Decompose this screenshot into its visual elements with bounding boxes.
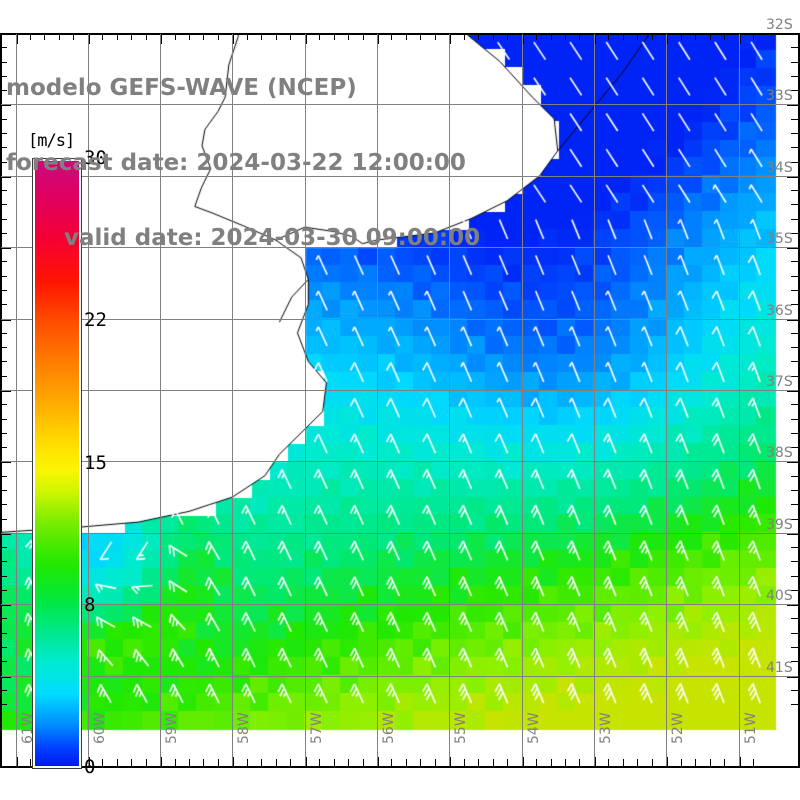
gridline-lat: [1, 247, 798, 248]
forecast-date-label: forecast date: 2024-03-22 12:00:00: [6, 150, 466, 176]
gridline-lat: [1, 319, 798, 320]
lat-label-34S: 34S: [766, 160, 793, 176]
colorbar-label-22: 22: [84, 309, 107, 332]
lat-label-41S: 41S: [766, 660, 793, 676]
gridline-lat: [1, 604, 798, 605]
colorbar-label-15: 15: [84, 451, 107, 474]
lat-label-38S: 38S: [766, 445, 793, 461]
lon-label-53W: 53W: [598, 712, 614, 744]
model-title: modelo GEFS-WAVE (NCEP): [6, 75, 357, 101]
axis-frame-right: [798, 33, 800, 768]
lon-label-54W: 54W: [526, 712, 542, 744]
lon-label-52W: 52W: [670, 712, 686, 744]
lat-label-32S: 32S: [766, 17, 793, 33]
lat-label-33S: 33S: [766, 88, 793, 104]
colorbar-label-0: 0: [84, 756, 96, 778]
gridline-lat: [1, 104, 798, 105]
lon-label-51W: 51W: [743, 712, 759, 744]
lat-label-35S: 35S: [766, 231, 793, 247]
lat-label-37S: 37S: [766, 374, 793, 390]
gridline-lat: [1, 176, 798, 177]
gridline-lat: [1, 533, 798, 534]
gridline-lat: [1, 461, 798, 462]
gridline-lon: [377, 34, 378, 766]
gridline-lon: [232, 34, 233, 766]
gridline-lon: [305, 34, 306, 766]
gridline-lon: [16, 34, 17, 766]
axis-frame-bottom: [0, 766, 800, 768]
lon-label-60W: 60W: [92, 712, 108, 744]
gridline-lon: [449, 34, 450, 766]
lon-label-56W: 56W: [381, 712, 397, 744]
lat-label-40S: 40S: [766, 588, 793, 604]
gridline-lon: [88, 34, 89, 766]
axis-frame-left: [0, 33, 2, 768]
colorbar-gradient: [33, 159, 81, 768]
gridline-lon: [522, 34, 523, 766]
colorbar-label-30: 30: [84, 147, 107, 169]
colorbar-unit-label: [m/s]: [28, 131, 75, 151]
gridline-lon: [594, 34, 595, 766]
chart-title-block: modelo GEFS-WAVE (NCEP) forecast date: 2…: [0, 26, 560, 301]
lon-label-58W: 58W: [236, 712, 252, 744]
lat-label-39S: 39S: [766, 517, 793, 533]
axis-frame-top: [0, 33, 800, 35]
lon-label-59W: 59W: [164, 712, 180, 744]
gridline-lon: [739, 34, 740, 766]
gridline-lon: [160, 34, 161, 766]
gridline-lat: [1, 390, 798, 391]
lon-label-57W: 57W: [309, 712, 325, 744]
gridline-lon: [666, 34, 667, 766]
valid-date-label: valid date: 2024-03-30 09:00:00: [64, 225, 481, 251]
colorbar-label-8: 8: [84, 593, 96, 616]
lon-label-55W: 55W: [453, 712, 469, 744]
lat-label-36S: 36S: [766, 303, 793, 319]
gridline-lat: [1, 676, 798, 677]
